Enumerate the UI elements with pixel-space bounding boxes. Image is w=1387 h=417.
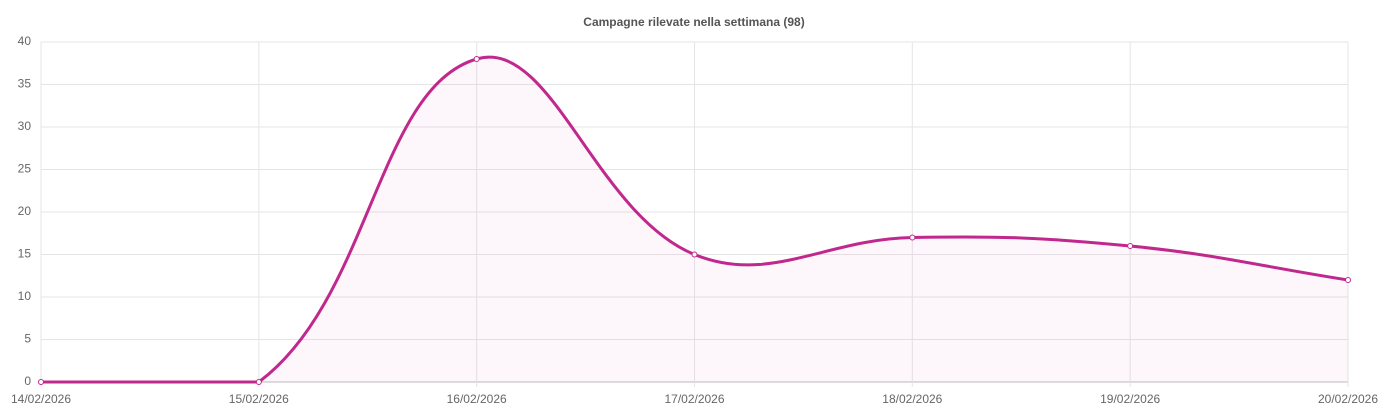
area bbox=[41, 57, 1348, 382]
y-tick-label: 5 bbox=[24, 332, 31, 346]
y-tick-label: 10 bbox=[18, 289, 32, 303]
x-tick-label: 20/02/2026 bbox=[1318, 392, 1378, 406]
x-tick-label: 14/02/2026 bbox=[11, 392, 71, 406]
x-tick-label: 18/02/2026 bbox=[882, 392, 942, 406]
point bbox=[255, 379, 262, 385]
y-tick-label: 25 bbox=[18, 162, 32, 176]
y-tick-label: 40 bbox=[18, 34, 32, 48]
x-tick-label: 15/02/2026 bbox=[229, 392, 289, 406]
point bbox=[473, 56, 480, 62]
point bbox=[1345, 277, 1351, 283]
y-tick-label: 30 bbox=[18, 119, 32, 133]
y-tick-label: 35 bbox=[18, 77, 32, 91]
y-tick-label: 20 bbox=[18, 204, 32, 218]
x-tick-label: 17/02/2026 bbox=[664, 392, 724, 406]
point bbox=[38, 379, 44, 385]
point bbox=[909, 234, 916, 241]
chart-title: Campagne rilevate nella settimana (98) bbox=[583, 15, 804, 29]
x-tick-label: 16/02/2026 bbox=[447, 392, 507, 406]
y-tick-label: 15 bbox=[18, 247, 32, 261]
y-tick-label: 0 bbox=[24, 374, 31, 388]
line bbox=[41, 55, 1349, 384]
point bbox=[1127, 243, 1134, 249]
point bbox=[691, 251, 698, 258]
x-tick-label: 19/02/2026 bbox=[1100, 392, 1160, 406]
